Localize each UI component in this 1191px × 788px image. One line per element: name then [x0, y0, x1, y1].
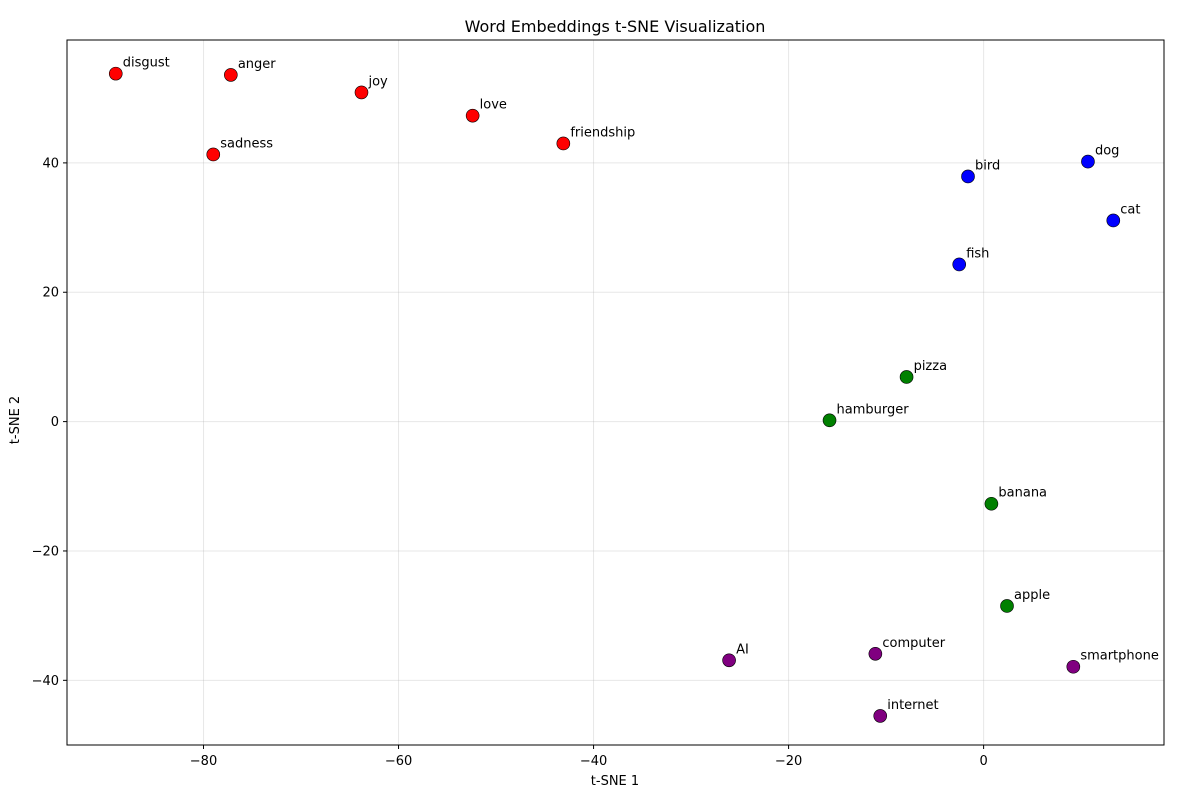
point-label: hamburger — [837, 402, 910, 417]
plot-area — [66, 39, 1165, 746]
point-banana — [984, 496, 999, 511]
point-label: computer — [882, 636, 945, 651]
point-series: disgust anger joy love sadness friendship — [108, 56, 635, 162]
x-tick-label: −60 — [385, 754, 412, 769]
point-computer — [868, 647, 883, 661]
point-sadness — [206, 147, 221, 162]
point-internet — [873, 709, 888, 723]
point-label: anger — [238, 57, 276, 72]
point-label: friendship — [570, 125, 635, 140]
point-hamburger — [822, 413, 837, 428]
y-tick-label: 20 — [42, 286, 59, 301]
point-label: sadness — [220, 136, 273, 151]
point-label: love — [480, 98, 507, 113]
y-axis: −40 −20 0 20 40 — [32, 156, 67, 689]
grid-lines — [67, 40, 1164, 745]
point-label: bird — [975, 158, 1000, 173]
point-dog — [1081, 154, 1095, 169]
point-series: AI computer smartphone internet — [722, 636, 1159, 723]
point-joy — [354, 85, 369, 100]
point-label: smartphone — [1080, 649, 1159, 664]
point-love — [465, 108, 480, 123]
point-disgust — [108, 66, 123, 81]
chart-title: Word Embeddings t-SNE Visualization — [465, 17, 766, 36]
point-label: disgust — [123, 56, 170, 71]
x-tick-label: 0 — [979, 754, 987, 769]
y-tick-label: −20 — [32, 544, 59, 559]
y-tick-label: −40 — [32, 674, 59, 689]
point-label: pizza — [914, 359, 947, 374]
point-fish — [952, 257, 967, 272]
point-series: bird dog cat fish — [952, 144, 1141, 272]
data-points: disgust anger joy love sadness friendship bird… — [108, 56, 1159, 723]
point-friendship — [556, 136, 571, 151]
point-label: dog — [1095, 144, 1119, 159]
point-label: AI — [736, 642, 749, 657]
point-pizza — [899, 370, 914, 384]
y-tick-label: 40 — [42, 156, 59, 171]
x-tick-label: −40 — [580, 754, 607, 769]
x-axis-label: t-SNE 1 — [591, 774, 639, 788]
point-smartphone — [1066, 659, 1081, 674]
point-anger — [224, 68, 238, 82]
x-tick-label: −80 — [190, 754, 217, 769]
x-tick-label: −20 — [775, 754, 802, 769]
point-label: banana — [998, 486, 1047, 501]
point-apple — [1000, 599, 1014, 613]
y-axis-label: t-SNE 2 — [8, 396, 23, 444]
y-tick-label: 0 — [51, 415, 59, 430]
point-bird — [961, 169, 975, 184]
point-ai — [722, 653, 736, 668]
point-cat — [1106, 213, 1121, 228]
x-axis: −80 −60 −40 −20 0 — [190, 745, 988, 769]
point-label: cat — [1120, 202, 1140, 217]
point-label: apple — [1014, 588, 1050, 603]
point-series: pizza hamburger banana apple — [822, 359, 1050, 613]
point-label: fish — [966, 246, 989, 261]
point-label: joy — [367, 74, 388, 89]
point-label: internet — [887, 698, 938, 713]
